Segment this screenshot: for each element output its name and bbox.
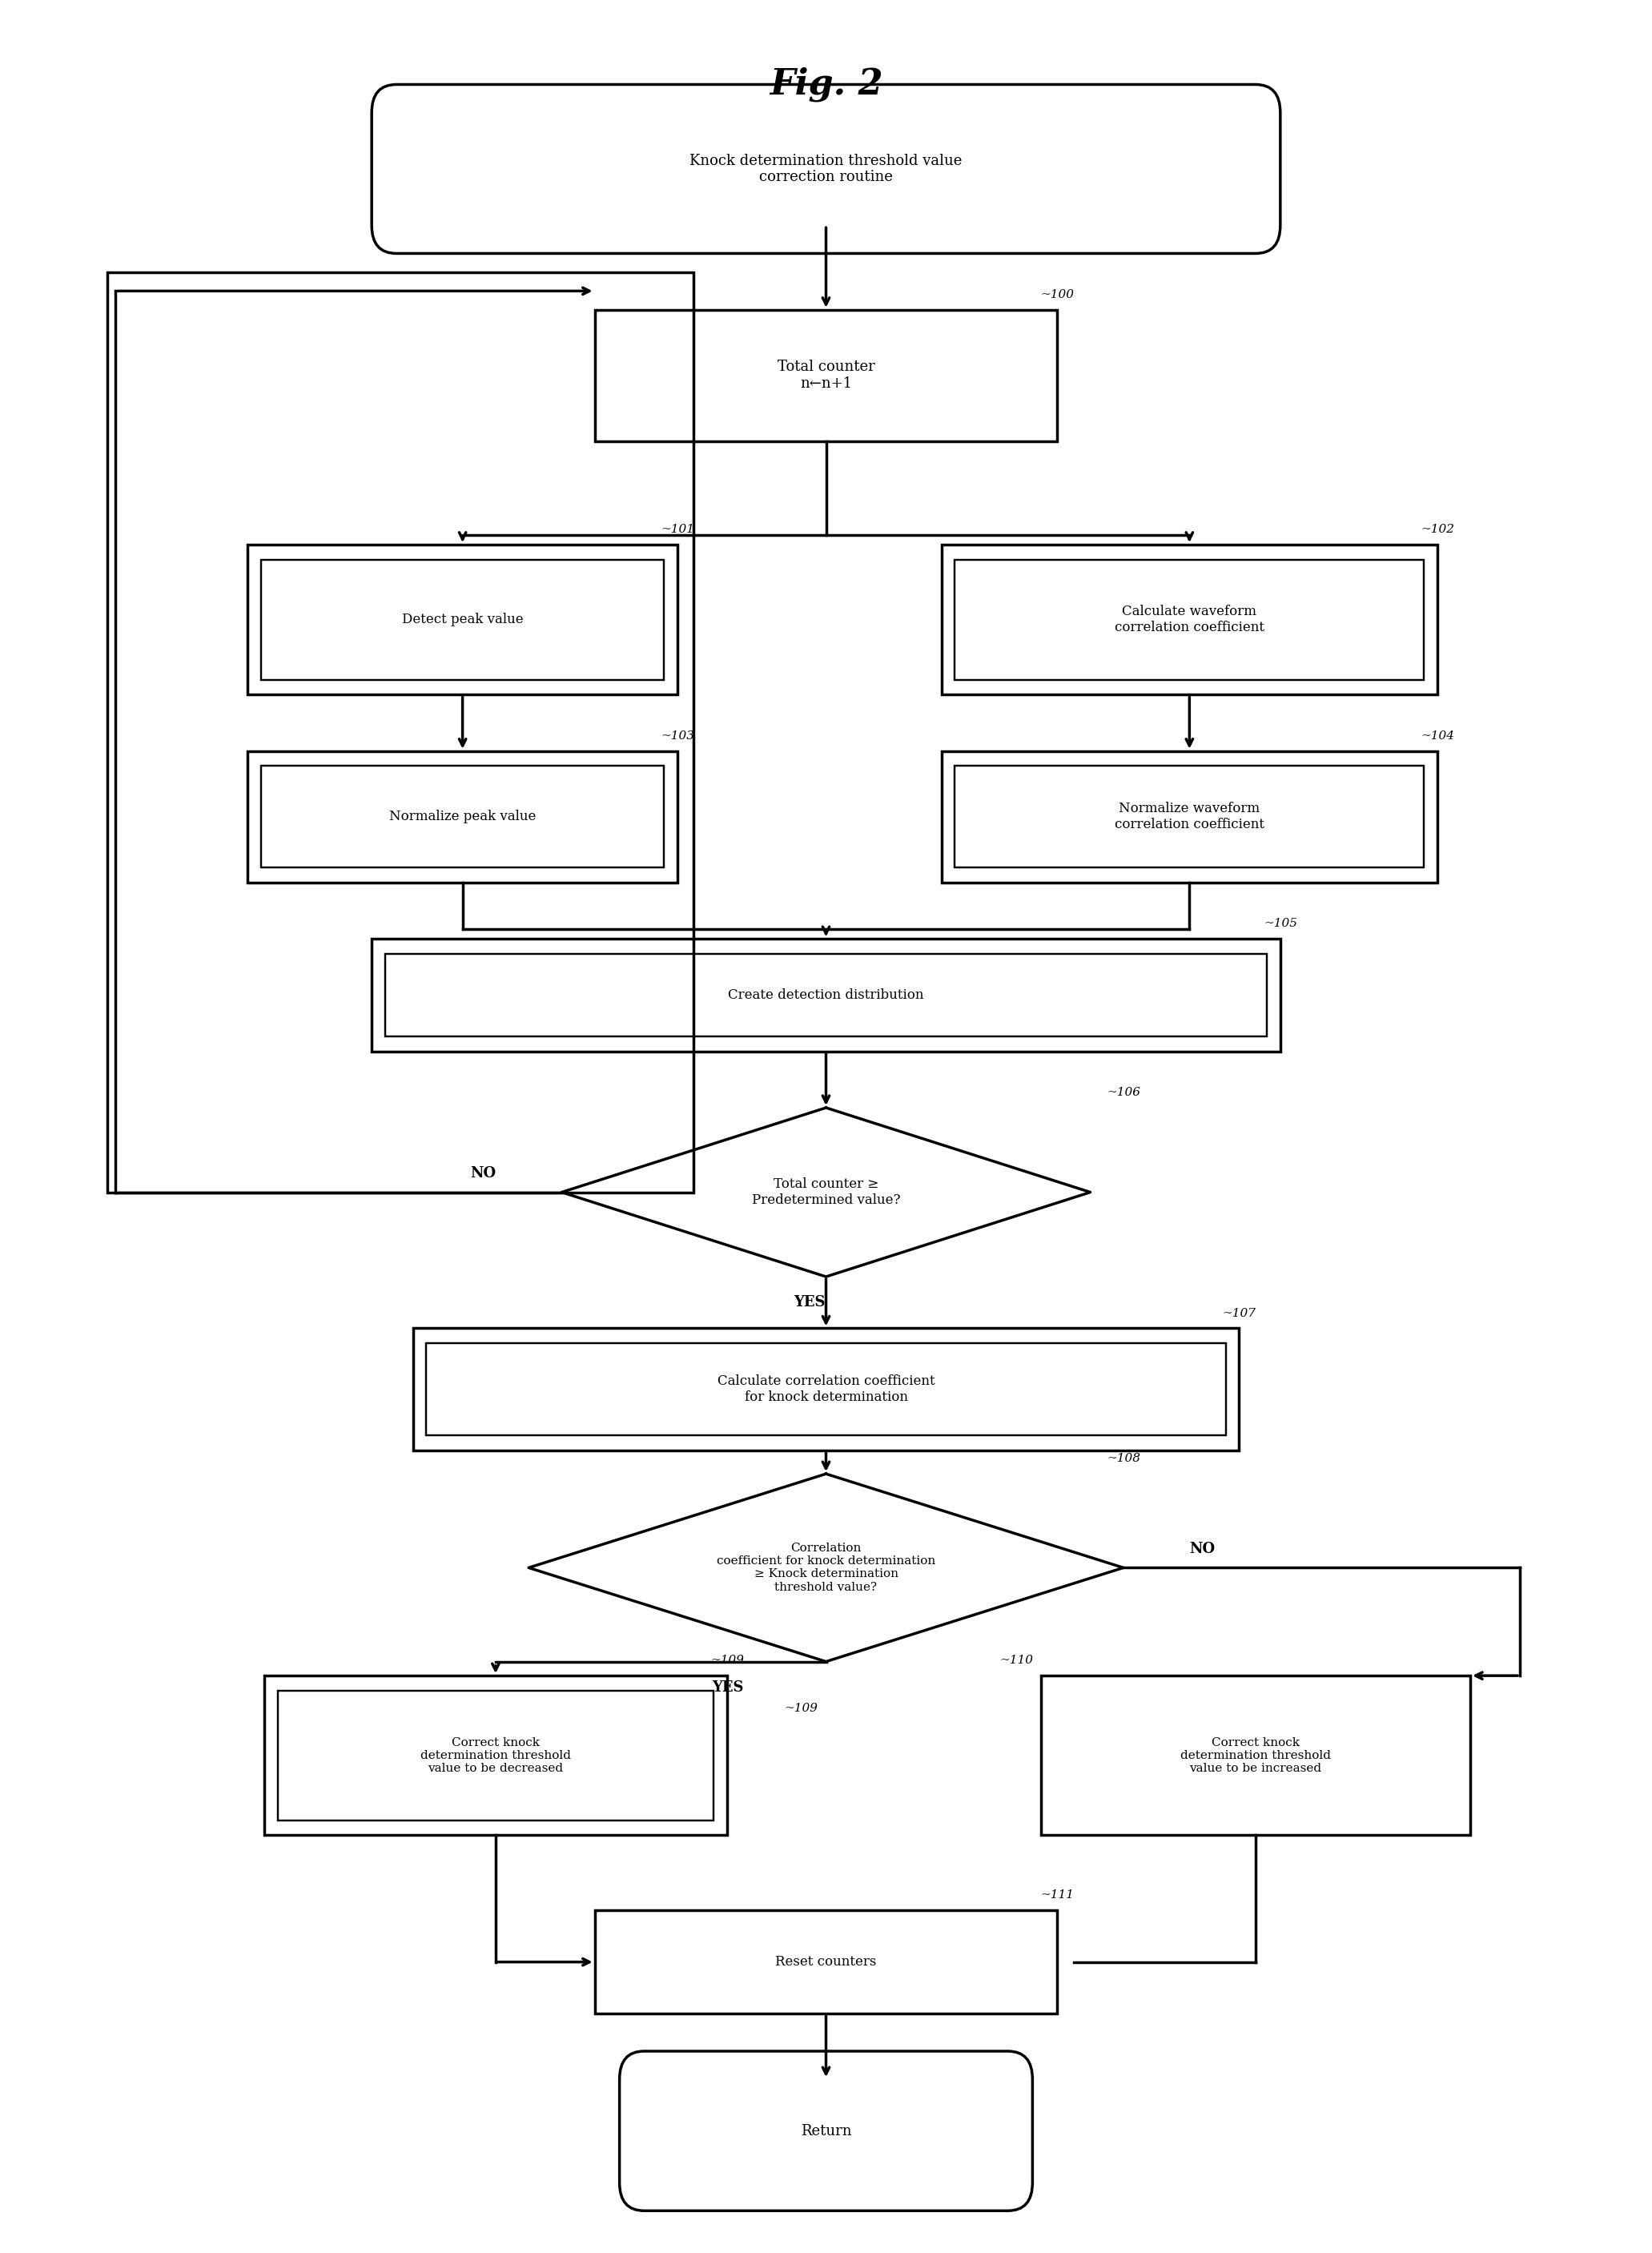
Bar (426, 1343, 1226, 1435)
Text: ~101: ~101 (661, 525, 694, 536)
Bar (595, 309, 1057, 442)
Text: Normalize waveform
correlation coefficient: Normalize waveform correlation coefficie… (1115, 802, 1264, 831)
Text: YES: YES (793, 1295, 826, 1309)
Bar (1041, 1676, 1470, 1836)
Text: ~102: ~102 (1421, 525, 1454, 536)
Text: ~107: ~107 (1222, 1307, 1256, 1318)
Text: Return: Return (801, 2125, 851, 2138)
Text: ~103: ~103 (661, 730, 694, 741)
Text: Fig. 2: Fig. 2 (770, 68, 882, 101)
Text: ~100: ~100 (1041, 288, 1074, 300)
Text: Calculate correlation coefficient
for knock determination: Calculate correlation coefficient for kn… (717, 1374, 935, 1404)
Text: ~108: ~108 (1107, 1453, 1140, 1464)
Text: Correct knock
determination threshold
value to be decreased: Correct knock determination threshold va… (420, 1737, 572, 1773)
Text: Calculate waveform
correlation coefficient: Calculate waveform correlation coefficie… (1115, 604, 1264, 635)
Bar (264, 1676, 727, 1836)
Text: NO: NO (1189, 1541, 1216, 1557)
Text: ~110: ~110 (999, 1656, 1032, 1667)
Bar (413, 1329, 1239, 1451)
Text: ~109: ~109 (710, 1656, 743, 1667)
Text: YES: YES (712, 1681, 743, 1694)
Bar (372, 940, 1280, 1052)
Bar (248, 545, 677, 694)
Text: Correlation
coefficient for knock determination
≥ Knock determination
threshold : Correlation coefficient for knock determ… (717, 1543, 935, 1593)
Bar (261, 766, 664, 867)
Bar (955, 559, 1424, 680)
Text: Knock determination threshold value
correction routine: Knock determination threshold value corr… (691, 153, 961, 185)
Text: Detect peak value: Detect peak value (401, 613, 524, 626)
Bar (278, 1690, 714, 1820)
Bar (385, 953, 1267, 1036)
Text: ~106: ~106 (1107, 1088, 1140, 1097)
Text: ~109: ~109 (785, 1703, 818, 1715)
Bar (261, 559, 664, 680)
Bar (955, 766, 1424, 867)
Text: Reset counters: Reset counters (775, 1956, 877, 1969)
Text: Total counter
n←n+1: Total counter n←n+1 (776, 360, 876, 392)
Text: ~104: ~104 (1421, 730, 1454, 741)
Bar (248, 750, 677, 883)
Bar (942, 545, 1437, 694)
Text: Total counter ≥
Predetermined value?: Total counter ≥ Predetermined value? (752, 1178, 900, 1208)
Text: ~105: ~105 (1264, 919, 1297, 928)
FancyBboxPatch shape (372, 83, 1280, 255)
Bar (942, 750, 1437, 883)
Bar (107, 273, 694, 1192)
FancyBboxPatch shape (620, 2050, 1032, 2210)
Text: ~111: ~111 (1041, 1890, 1074, 1902)
Text: Normalize peak value: Normalize peak value (390, 809, 535, 825)
Bar (595, 1911, 1057, 2014)
Text: Correct knock
determination threshold
value to be increased: Correct knock determination threshold va… (1180, 1737, 1332, 1773)
Text: NO: NO (469, 1167, 496, 1181)
Text: Create detection distribution: Create detection distribution (729, 989, 923, 1003)
